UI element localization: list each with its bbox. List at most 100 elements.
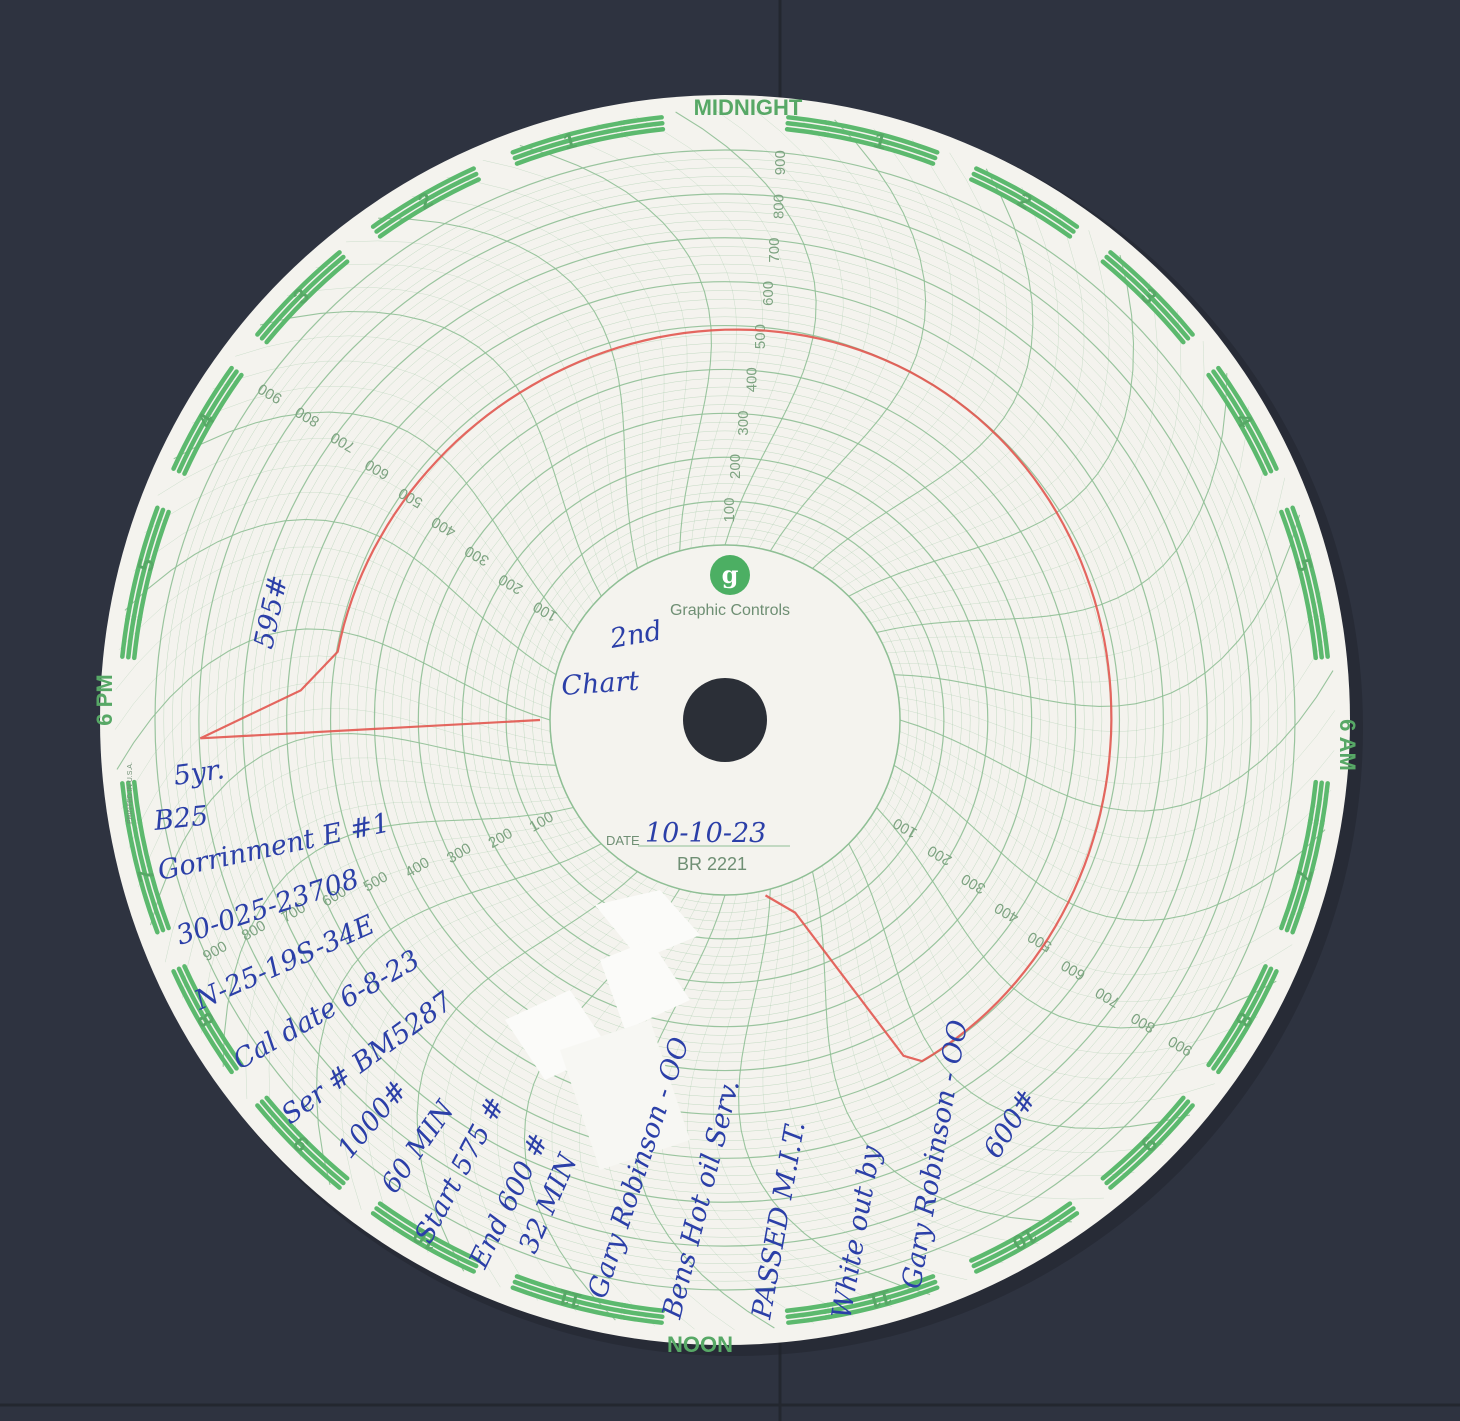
grid-time-arc (762, 885, 968, 1280)
hour-band-bar (255, 250, 342, 337)
grid-time-arc (848, 254, 1135, 597)
hour-band-bar (1307, 614, 1318, 661)
grid-ring (233, 228, 1217, 1212)
grid-time-arc (340, 851, 610, 1210)
label-midnight: MIDNIGHT (694, 95, 803, 120)
grid-time-arc (596, 123, 763, 547)
hour-band-bar (1216, 365, 1279, 471)
hour-band-bar (1206, 372, 1268, 476)
grid-time-arc (346, 240, 628, 575)
hour-band-bar (1319, 781, 1330, 828)
label-6am: 6 AM (1335, 719, 1360, 771)
hour-band-bar (259, 254, 346, 341)
hour-band-bar (1307, 779, 1318, 826)
grid-ring (207, 202, 1243, 1238)
hour-band-bar (120, 612, 131, 659)
grid-time-arc (182, 780, 564, 999)
grid-ring (312, 307, 1138, 1133)
grid-time-arc (268, 826, 587, 1130)
grid-time-arc (876, 373, 1228, 634)
grid-time-arc (899, 630, 1329, 785)
grid-ring (426, 421, 1024, 1019)
hour-band-bar (786, 115, 833, 126)
hour-band-bar (969, 1201, 1073, 1263)
grid-ring (540, 535, 910, 905)
hour-band-bar (120, 781, 131, 828)
grid-ring (329, 324, 1121, 1116)
hour-band-bar (974, 1211, 1080, 1274)
hour-band-bar (171, 969, 234, 1075)
grid-ring (497, 492, 953, 948)
hour-band-bar (619, 127, 666, 138)
hour-band-bar (1313, 613, 1324, 660)
grid-ring (453, 448, 997, 992)
grid-time-arc (687, 893, 854, 1317)
center-hole (683, 678, 767, 762)
hour-band-bar (126, 613, 137, 660)
hour-band-bar (176, 369, 239, 474)
grid-time-arc (245, 817, 580, 1099)
grid-time-arc (863, 310, 1182, 614)
grid-time-arc (138, 708, 554, 888)
hour-band-bar (619, 1302, 666, 1313)
hour-band-bar (377, 1201, 481, 1263)
grid-time-arc (173, 411, 574, 633)
grid-ring (286, 281, 1164, 1159)
grid-time-arc (469, 881, 659, 1301)
hour-band-bar (377, 177, 481, 239)
hour-band-bar (785, 121, 832, 132)
grid-time-arc (292, 835, 594, 1159)
scale-label: 200 (727, 454, 744, 479)
hour-band-bar (1108, 250, 1195, 337)
grid-ring (295, 290, 1155, 1150)
grid-ring (260, 255, 1190, 1185)
grid-ring (391, 386, 1059, 1054)
grid-ring (461, 456, 989, 984)
hour-band-bar (1104, 254, 1191, 341)
grid-time-arc (118, 546, 554, 687)
grid-time-arc (791, 139, 981, 559)
hour-band-bar (971, 1206, 1076, 1269)
hour-band-bar (1319, 612, 1330, 659)
hour-band-bar (126, 780, 137, 827)
grid-time-arc (201, 797, 569, 1034)
grid-ring (435, 430, 1015, 1010)
hour-band-bar (1100, 1095, 1186, 1181)
grid-time-arc (870, 341, 1205, 623)
hour-band-bar (785, 1308, 832, 1319)
grid-time-arc (890, 776, 1317, 948)
grid-time-arc (831, 858, 1135, 1177)
hour-band-bar (1104, 1099, 1191, 1186)
grid-time-arc (758, 113, 899, 549)
grid-time-arc (848, 843, 1191, 1130)
grid-ring (216, 211, 1234, 1229)
hour-band-bar (259, 1099, 346, 1186)
grid-time-arc (781, 128, 953, 555)
grid-time-arc (840, 851, 1164, 1153)
grid-time-arc (893, 514, 1301, 707)
grid-ring (163, 158, 1287, 1282)
hour-band-bar (969, 177, 1073, 239)
hour-band-bar (784, 1302, 831, 1313)
label-noon: NOON (667, 1332, 733, 1357)
grid-time-arc (124, 518, 557, 676)
hour-band-bar (132, 614, 143, 661)
grid-time-arc (557, 133, 737, 549)
grid-time-arc (378, 217, 639, 569)
grid-time-arc (446, 177, 665, 559)
grid-ring (347, 342, 1103, 1098)
grid-time-arc (802, 152, 1007, 564)
grid-time-arc (286, 287, 610, 589)
note-left-line: 5yr. (172, 754, 227, 792)
grid-time-arc (899, 710, 1336, 839)
grid-time-arc (482, 160, 688, 555)
hour-band-bar (1108, 1103, 1195, 1190)
grid-time-arc (315, 263, 619, 582)
grid-time-arc (769, 119, 927, 552)
grid-time-arc (121, 655, 551, 810)
grid-time-arc (222, 806, 574, 1067)
hour-band-bar (784, 127, 831, 138)
date-label: DATE (606, 833, 640, 848)
